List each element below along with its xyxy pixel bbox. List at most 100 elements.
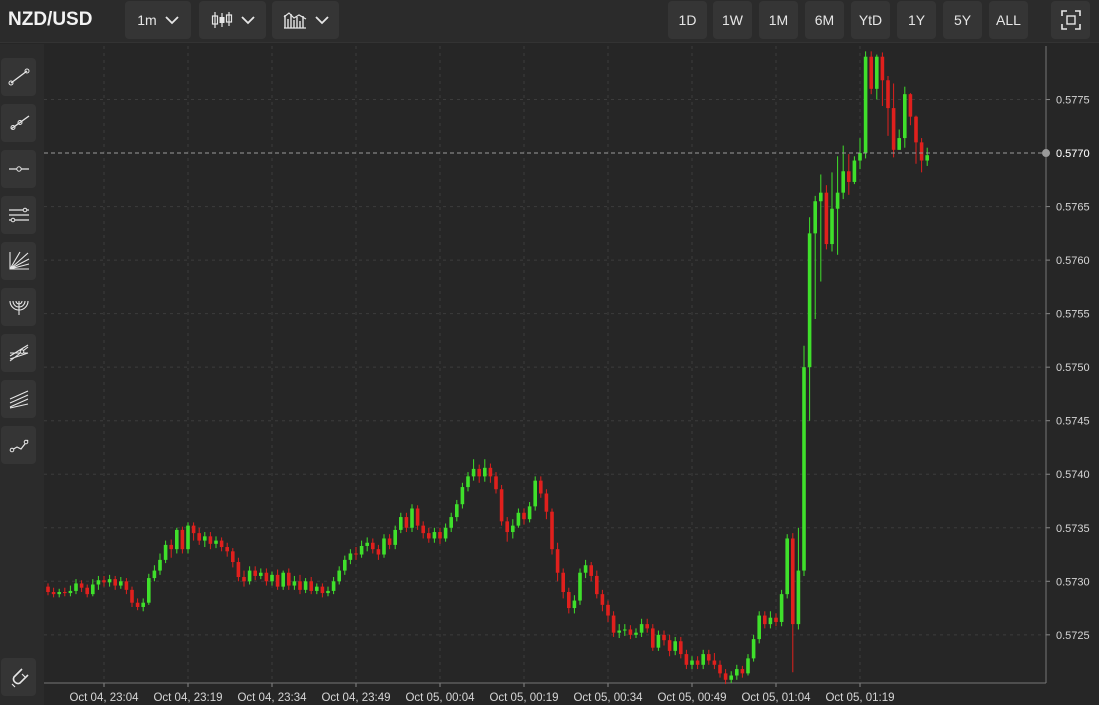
candle-body [835,192,840,209]
candle-up [365,537,369,552]
indicators-select[interactable] [272,1,339,39]
magnet-tool[interactable] [1,658,36,696]
candle-body [639,624,644,633]
candle-body [113,579,117,586]
candle-body [763,615,767,625]
candle-body [410,508,414,528]
candle-body [494,476,498,490]
polyline-tool[interactable] [1,426,36,464]
candle-body [527,506,532,520]
candle-down [169,539,173,558]
candle-body [135,602,140,607]
symbol-title[interactable]: NZD/USD [8,9,93,30]
candle-body [841,171,845,193]
candle-body [701,654,705,665]
candle-body [231,551,235,563]
horizontal-line-icon [8,166,29,172]
candle-up [735,664,739,680]
candle-body [191,525,196,534]
candle-up [897,129,901,150]
chart-type-select[interactable] [199,1,266,39]
candle-up [483,459,487,482]
candle-up [147,573,151,605]
candle-body [511,525,515,533]
candle-body [359,545,364,555]
candle-body [768,617,773,625]
candle-up [443,523,448,542]
candle-body [539,480,543,494]
candle-body [611,615,616,633]
top-toolbar: NZD/USD 1m 1D 1W 1M 6M YtD 1Y 5Y ALL [0,0,1099,43]
fan-icon [8,251,29,270]
candle-body [247,570,252,582]
candle-up [634,628,638,639]
candle-up [326,586,330,597]
range-5y-button[interactable]: 5Y [943,1,982,39]
candle-body [802,367,806,571]
candle-body [723,673,728,680]
trend-line-icon [8,68,29,86]
fan-tool[interactable] [1,242,36,280]
candle-up [214,536,218,549]
horizontal-line-tool[interactable] [1,150,36,188]
candle-up [813,195,817,319]
candle-body [875,56,879,89]
fullscreen-button[interactable] [1051,1,1090,39]
candle-down [595,570,599,599]
candle-body [326,590,330,594]
candle-body [651,628,655,648]
candle-down [628,625,633,640]
range-ytd-button[interactable]: YtD [851,1,890,39]
candle-down [886,75,890,136]
chart-grid: 0.5725 0.5730 0.5735 0.5740 0.5745 0.5750 0.57… [44,46,1090,704]
candle-body [371,542,375,550]
candle-down [376,544,381,560]
range-6m-button[interactable]: 6M [805,1,844,39]
candle-body [298,581,302,590]
candle-body [757,615,761,640]
candle-down [718,660,722,678]
pitchfork-tool[interactable] [1,334,36,372]
x-tick-label: Oct 04, 23:49 [321,692,390,704]
range-1y-button[interactable]: 1Y [897,1,936,39]
trend-line-tool[interactable] [1,58,36,96]
multi-channel-tool[interactable] [1,380,36,418]
candle-up [903,86,907,148]
interval-select[interactable]: 1m [125,1,191,39]
candle-body [679,641,683,655]
candle-body [427,533,431,539]
candle-up [466,472,470,492]
candle-body [919,142,924,161]
candle-up [511,519,515,539]
candle-body [499,489,504,522]
candle-body [522,512,526,520]
candle-down [908,93,913,126]
ray-tool[interactable] [1,104,36,142]
candle-body [819,192,823,202]
candle-up [315,583,319,595]
parallel-channel-tool[interactable] [1,196,36,234]
candle-body [634,632,638,635]
candle-body [337,570,341,582]
candle-down [645,618,649,633]
candle-down [555,542,560,582]
candle-down [499,484,504,526]
candle-up [91,579,95,597]
candle-up [175,527,179,554]
candle-up [768,611,773,629]
range-1d-button[interactable]: 1D [668,1,707,39]
candle-body [623,629,627,631]
candle-up [331,577,336,595]
range-1w-button[interactable]: 1W [713,1,752,39]
candle-up [152,565,157,582]
candle-up [746,654,750,676]
candle-down [102,575,106,587]
range-1m-button[interactable]: 1M [759,1,798,39]
y-tick-label: 0.5730 [1056,576,1090,588]
candle-body [158,559,162,571]
arc-tool[interactable] [1,288,36,326]
range-all-button[interactable]: ALL [989,1,1028,39]
candle-body [533,480,537,507]
candle-down [712,653,717,670]
